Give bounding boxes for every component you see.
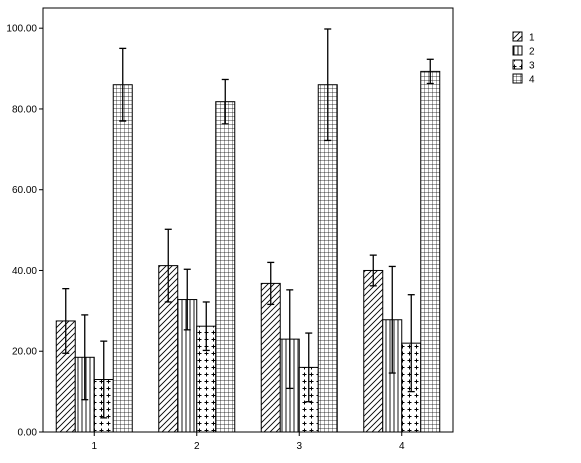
y-tick-label: 80.00 [12, 104, 37, 115]
legend-swatch-4 [512, 73, 523, 84]
legend-swatch-2 [512, 45, 523, 56]
legend: 1 2 3 4 [512, 31, 535, 86]
legend-swatch-3 [512, 59, 523, 70]
y-tick-label: 100.00 [6, 24, 37, 35]
x-tick-label: 2 [194, 441, 200, 452]
bar-series-4-cat-2 [215, 101, 236, 433]
y-tick-label: 20.00 [12, 347, 37, 358]
legend-label-2: 2 [529, 47, 535, 58]
x-axis: 1 2 3 4 [91, 432, 405, 452]
y-tick-label: 40.00 [12, 266, 37, 277]
legend-label-1: 1 [529, 33, 535, 44]
legend-label-3: 3 [529, 61, 535, 72]
x-tick-label: 3 [296, 441, 302, 452]
legend-swatch-1 [512, 31, 523, 42]
y-tick-label: 0.00 [18, 428, 38, 439]
bar-series-1-cat-3 [260, 282, 281, 433]
bar-series-4-cat-4 [420, 70, 441, 433]
y-axis: 0.00 20.00 40.00 60.00 80.00 100.00 [6, 24, 43, 439]
y-tick-label: 60.00 [12, 185, 37, 196]
x-tick-label: 4 [399, 441, 405, 452]
x-tick-label: 1 [91, 441, 97, 452]
legend-label-4: 4 [529, 75, 535, 86]
error-bars [62, 28, 434, 419]
bar-series-1-cat-4 [363, 269, 384, 433]
bar-series-4-cat-1 [112, 84, 133, 433]
